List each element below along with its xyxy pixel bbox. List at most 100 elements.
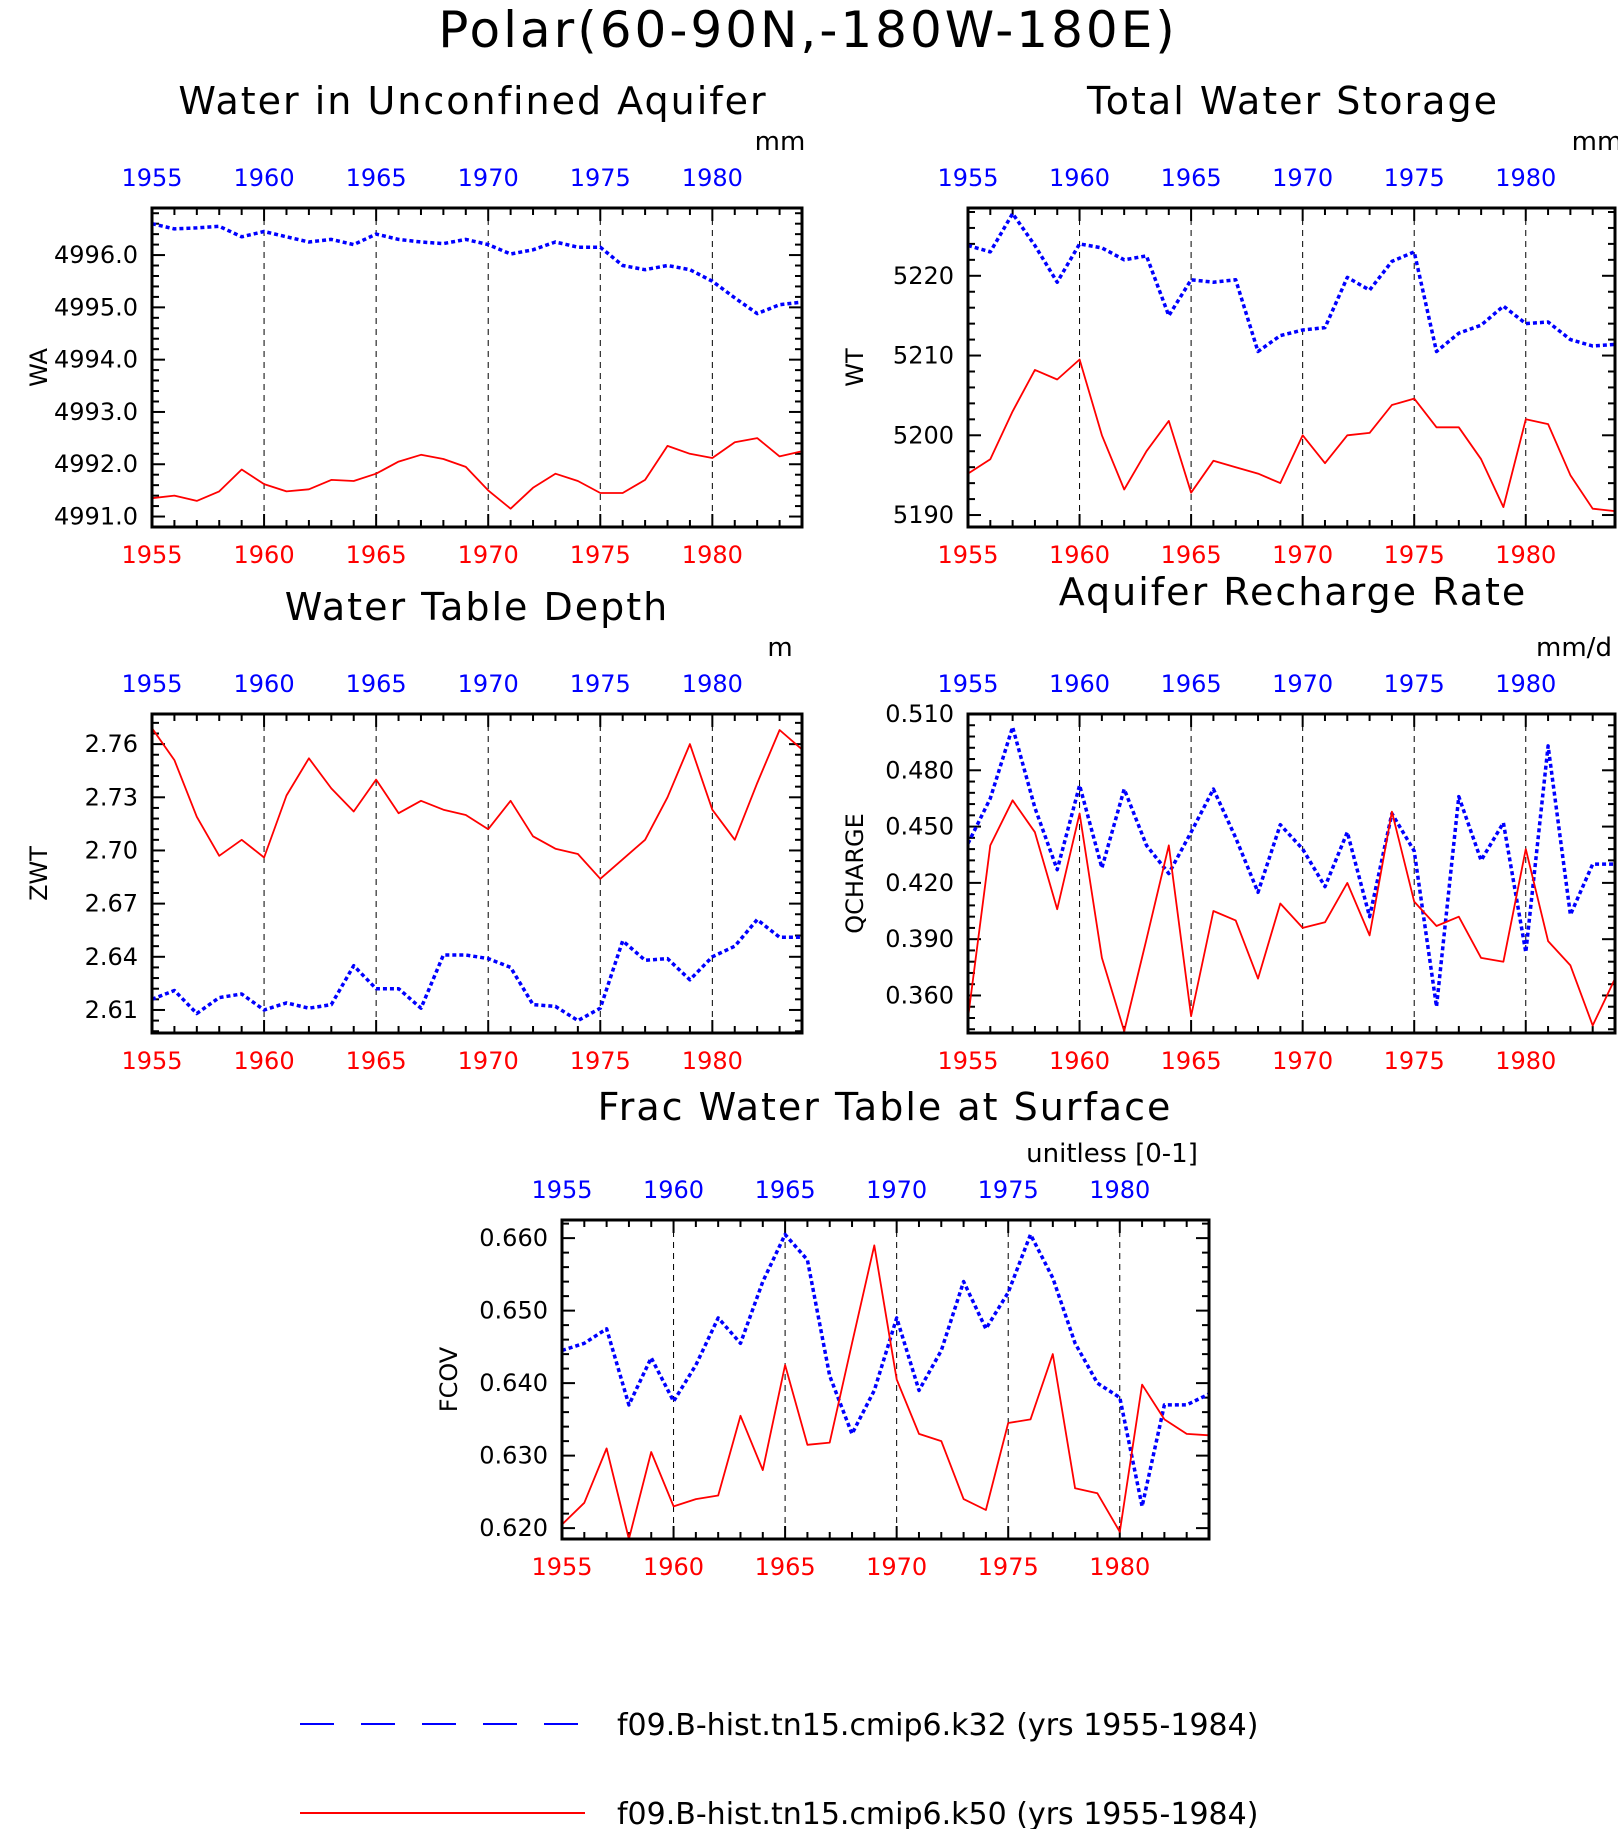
x-tick-label-top: 1955: [937, 164, 998, 192]
x-tick-label-bottom: 1980: [1495, 541, 1556, 569]
series-line-blue: [561, 1232, 1210, 1509]
y-tick-label: 0.390: [885, 925, 954, 953]
y-axis-label: ZWT: [25, 846, 53, 901]
legend-label-red: f09.B-hist.tn15.cmip6.k50 (yrs 1955-1984…: [617, 1797, 1258, 1829]
x-tick-label-bottom: 1960: [1049, 541, 1110, 569]
x-tick-label-top: 1980: [1089, 1176, 1150, 1204]
x-tick-label-bottom: 1965: [1161, 1047, 1222, 1075]
y-tick-label: 2.67: [85, 890, 138, 918]
panel-units: mm/d: [1536, 633, 1612, 663]
y-tick-label: 0.510: [885, 700, 954, 728]
panel-title: Total Water Storage: [1086, 79, 1499, 123]
panel-2: Water Table Depth m ZWT 1955 1955 1960 1960 196…: [25, 585, 804, 1075]
y-tick-label: 5200: [893, 421, 954, 449]
x-tick-label-top: 1960: [643, 1176, 704, 1204]
x-tick-label-top: 1970: [1272, 670, 1333, 698]
series-line-blue: [966, 725, 1615, 1009]
x-tick-label-top: 1980: [1495, 164, 1556, 192]
panels: Water in Unconfined Aquifer mm WA 1955 1955 1…: [25, 79, 1618, 1581]
x-tick-label-top: 1975: [1384, 164, 1445, 192]
y-tick-label: 0.640: [479, 1369, 548, 1397]
x-tick-label-bottom: 1980: [682, 541, 743, 569]
x-tick-label-bottom: 1970: [1272, 1047, 1333, 1075]
panel-title: Water Table Depth: [285, 585, 670, 629]
legend-label-blue: f09.B-hist.tn15.cmip6.k32 (yrs 1955-1984…: [617, 1708, 1258, 1743]
x-tick-label-bottom: 1965: [1161, 541, 1222, 569]
panel-units: m: [767, 633, 792, 663]
panel-title: Aquifer Recharge Rate: [1059, 570, 1528, 614]
x-tick-label-bottom: 1980: [1495, 1047, 1556, 1075]
x-tick-label-top: 1980: [682, 670, 743, 698]
y-tick-label: 2.73: [85, 783, 138, 811]
x-tick-label-top: 1955: [937, 670, 998, 698]
x-tick-label-top: 1955: [531, 1176, 592, 1204]
x-tick-label-top: 1965: [346, 670, 407, 698]
x-tick-label-bottom: 1970: [458, 1047, 519, 1075]
x-tick-label-bottom: 1970: [866, 1553, 927, 1581]
x-tick-label-bottom: 1975: [570, 1047, 631, 1075]
x-tick-label-bottom: 1975: [1384, 541, 1445, 569]
y-tick-label: 0.420: [885, 869, 954, 897]
y-tick-label: 2.64: [85, 943, 138, 971]
y-axis-label: QCHARGE: [841, 813, 869, 934]
series-line-blue: [151, 221, 803, 316]
panel-title: Frac Water Table at Surface: [598, 1085, 1173, 1129]
y-tick-label: 5210: [893, 342, 954, 370]
y-tick-label: 0.360: [885, 981, 954, 1009]
legend: f09.B-hist.tn15.cmip6.k32 (yrs 1955-1984…: [300, 1708, 1258, 1832]
y-tick-label: 0.450: [885, 813, 954, 841]
x-tick-label-top: 1980: [682, 164, 743, 192]
x-tick-label-bottom: 1975: [1384, 1047, 1445, 1075]
series-line-red: [151, 727, 803, 880]
x-tick-label-bottom: 1960: [234, 1047, 295, 1075]
plot-frame: [150, 206, 804, 529]
x-tick-label-bottom: 1960: [1049, 1047, 1110, 1075]
y-tick-label: 2.70: [85, 836, 138, 864]
series-line-blue: [151, 917, 802, 1023]
x-tick-label-top: 1965: [346, 164, 407, 192]
panel-title: Water in Unconfined Aquifer: [178, 79, 767, 123]
y-tick-label: 5220: [893, 262, 954, 290]
panel-units: mm: [755, 127, 806, 157]
x-tick-label-top: 1955: [121, 164, 182, 192]
series-line-red: [967, 799, 1616, 1032]
x-tick-label-top: 1965: [755, 1176, 816, 1204]
series-line-red: [561, 1244, 1210, 1540]
x-tick-label-bottom: 1975: [570, 541, 631, 569]
x-tick-label-bottom: 1980: [682, 1047, 743, 1075]
y-tick-label: 4995.0: [54, 293, 138, 321]
x-tick-label-bottom: 1965: [346, 1047, 407, 1075]
x-tick-label-top: 1960: [1049, 164, 1110, 192]
x-tick-label-top: 1960: [234, 164, 295, 192]
x-tick-label-bottom: 1960: [234, 541, 295, 569]
plot-frame: [966, 206, 1617, 529]
panel-units: mm: [1572, 127, 1618, 157]
panel-units: unitless [0-1]: [1026, 1139, 1198, 1169]
series-line-red: [967, 358, 1616, 512]
x-tick-label-top: 1970: [458, 670, 519, 698]
x-tick-label-top: 1975: [1384, 670, 1445, 698]
x-tick-label-bottom: 1955: [937, 541, 998, 569]
x-tick-label-top: 1970: [1272, 164, 1333, 192]
x-tick-label-top: 1975: [570, 670, 631, 698]
y-tick-label: 0.480: [885, 756, 954, 784]
y-tick-label: 0.660: [479, 1224, 548, 1252]
panel-0: Water in Unconfined Aquifer mm WA 1955 1955 1…: [25, 79, 805, 569]
y-tick-label: 2.76: [85, 730, 138, 758]
x-tick-label-top: 1960: [234, 670, 295, 698]
y-tick-label: 4991.0: [54, 503, 138, 531]
x-tick-label-bottom: 1955: [121, 1047, 182, 1075]
x-tick-label-bottom: 1960: [643, 1553, 704, 1581]
x-tick-label-bottom: 1965: [346, 541, 407, 569]
plot-frame: [966, 712, 1617, 1035]
x-tick-label-top: 1975: [570, 164, 631, 192]
x-tick-label-bottom: 1965: [755, 1553, 816, 1581]
y-tick-label: 4996.0: [54, 241, 138, 269]
x-tick-label-bottom: 1975: [978, 1553, 1039, 1581]
y-axis-label: FCOV: [435, 1346, 463, 1412]
series-line-red: [151, 437, 803, 510]
y-tick-label: 4993.0: [54, 398, 138, 426]
plot-frame: [150, 712, 804, 1035]
